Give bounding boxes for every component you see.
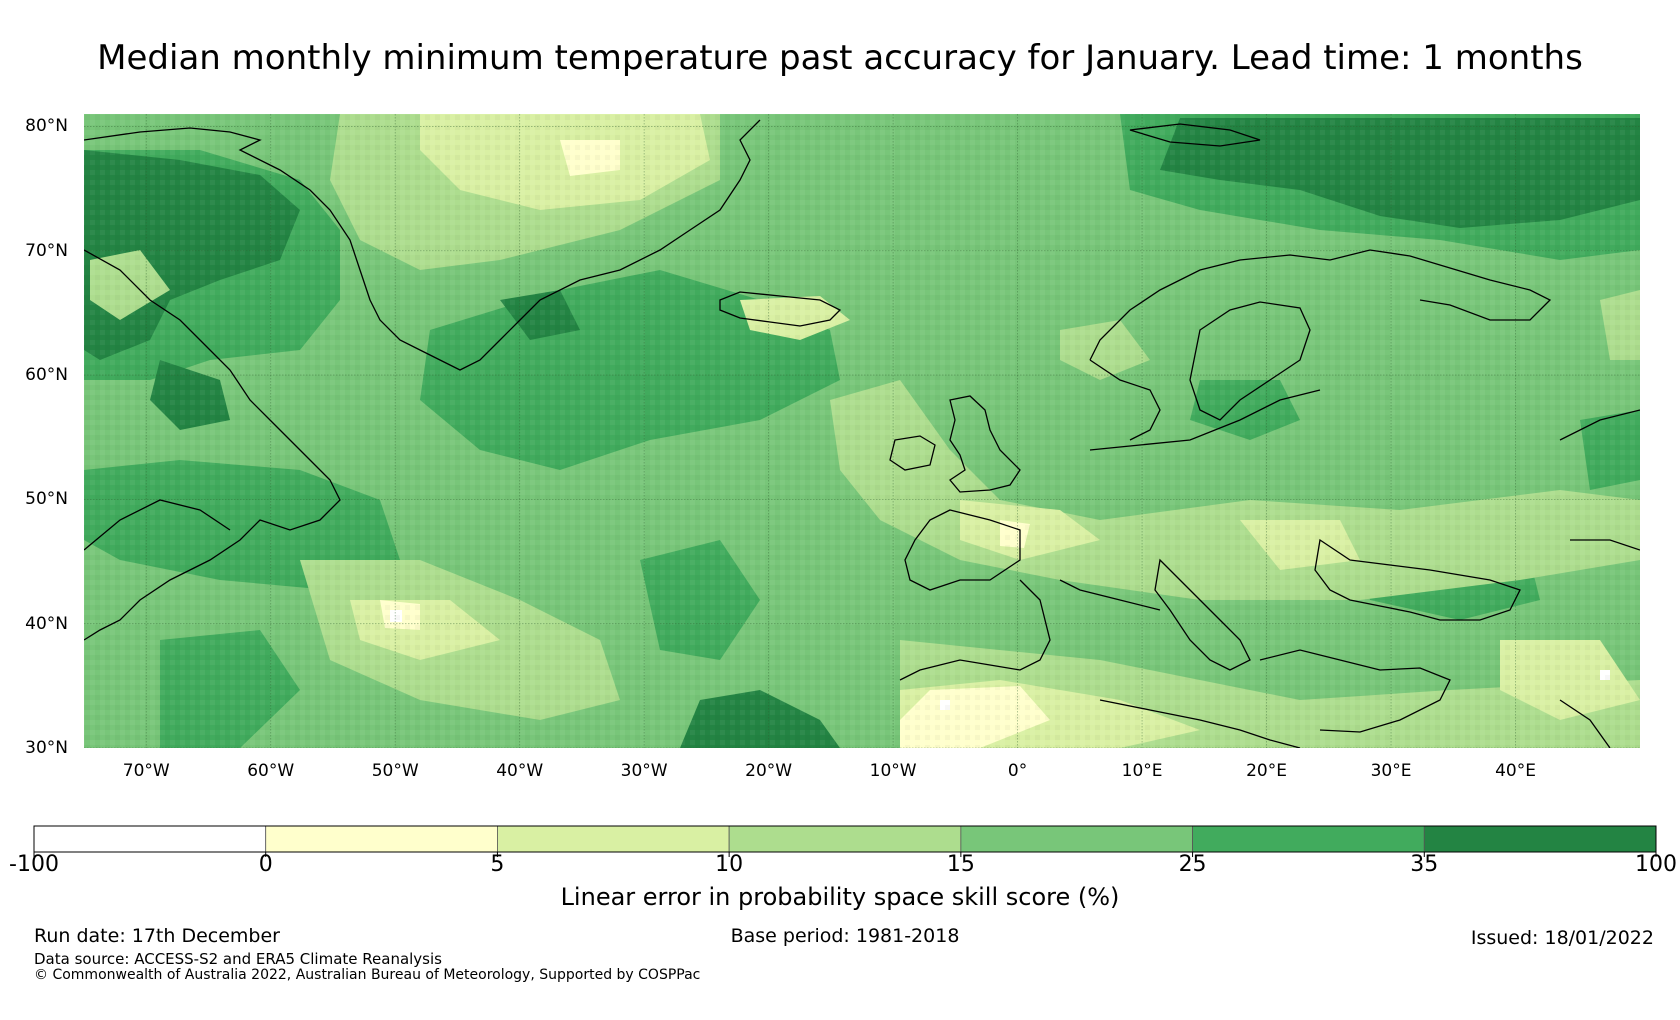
colorbar-tick-label: -100 [9, 852, 59, 877]
colorbar-tick-label: 0 [258, 852, 273, 877]
coastlines [84, 119, 1640, 748]
colorbar-segment [728, 825, 962, 853]
skill-score-map [84, 114, 1640, 748]
base-period: Base period: 1981-2018 [730, 925, 960, 947]
latitude-tick-label: 50°N [25, 489, 68, 510]
longitude-tick-label: 60°W [247, 761, 295, 781]
colorbar-tick-label: 5 [490, 852, 505, 877]
latitude-tick-label: 40°N [25, 613, 68, 634]
colorbar-tick-label: 35 [1410, 852, 1439, 877]
longitude-tick-label: 20°E [1246, 761, 1287, 781]
latitude-tick-label: 60°N [25, 365, 68, 386]
graticule [84, 114, 1640, 748]
colorbar-segment [1423, 825, 1657, 853]
colorbar-segment [33, 825, 267, 853]
longitude-tick-label: 30°W [620, 761, 668, 781]
longitude-tick-label: 30°E [1370, 761, 1412, 781]
data-source: Data source: ACCESS-S2 and ERA5 Climate … [34, 950, 442, 968]
colorbar-tick-label: 100 [1635, 852, 1677, 877]
latitude-tick-label: 80°N [25, 116, 68, 137]
chart-title: Median monthly minimum temperature past … [97, 38, 1583, 78]
longitude-tick-label: 40°W [496, 761, 544, 781]
colorbar-tick-label: 10 [715, 852, 744, 877]
colorbar-segment [265, 825, 498, 853]
colorbar-segment [497, 825, 730, 853]
longitude-tick-label: 50°W [371, 761, 419, 781]
copyright: © Commonwealth of Australia 2022, Austra… [34, 967, 701, 983]
colorbar-title: Linear error in probability space skill … [560, 883, 1120, 911]
issued-date: Issued: 18/01/2022 [1470, 927, 1654, 949]
colorbar-border [33, 825, 1657, 853]
colorbar-tick-label: 25 [1178, 852, 1207, 877]
longitude-tick-label: 10°W [869, 761, 917, 781]
longitude-tick-label: 70°W [122, 761, 170, 781]
latitude-tick-label: 70°N [25, 240, 68, 261]
colorbar-segment [960, 825, 1193, 853]
longitude-tick-label: 0° [1007, 761, 1028, 781]
longitude-tick-label: 10°E [1121, 761, 1163, 781]
run-date: Run date: 17th December [34, 925, 280, 947]
colorbar [33, 825, 1657, 857]
colorbar-segment [1192, 825, 1425, 853]
longitude-tick-label: 20°W [745, 761, 793, 781]
longitude-tick-label: 40°E [1495, 761, 1536, 781]
colorbar-tick-label: 15 [946, 852, 975, 877]
latitude-tick-label: 30°N [25, 738, 68, 758]
